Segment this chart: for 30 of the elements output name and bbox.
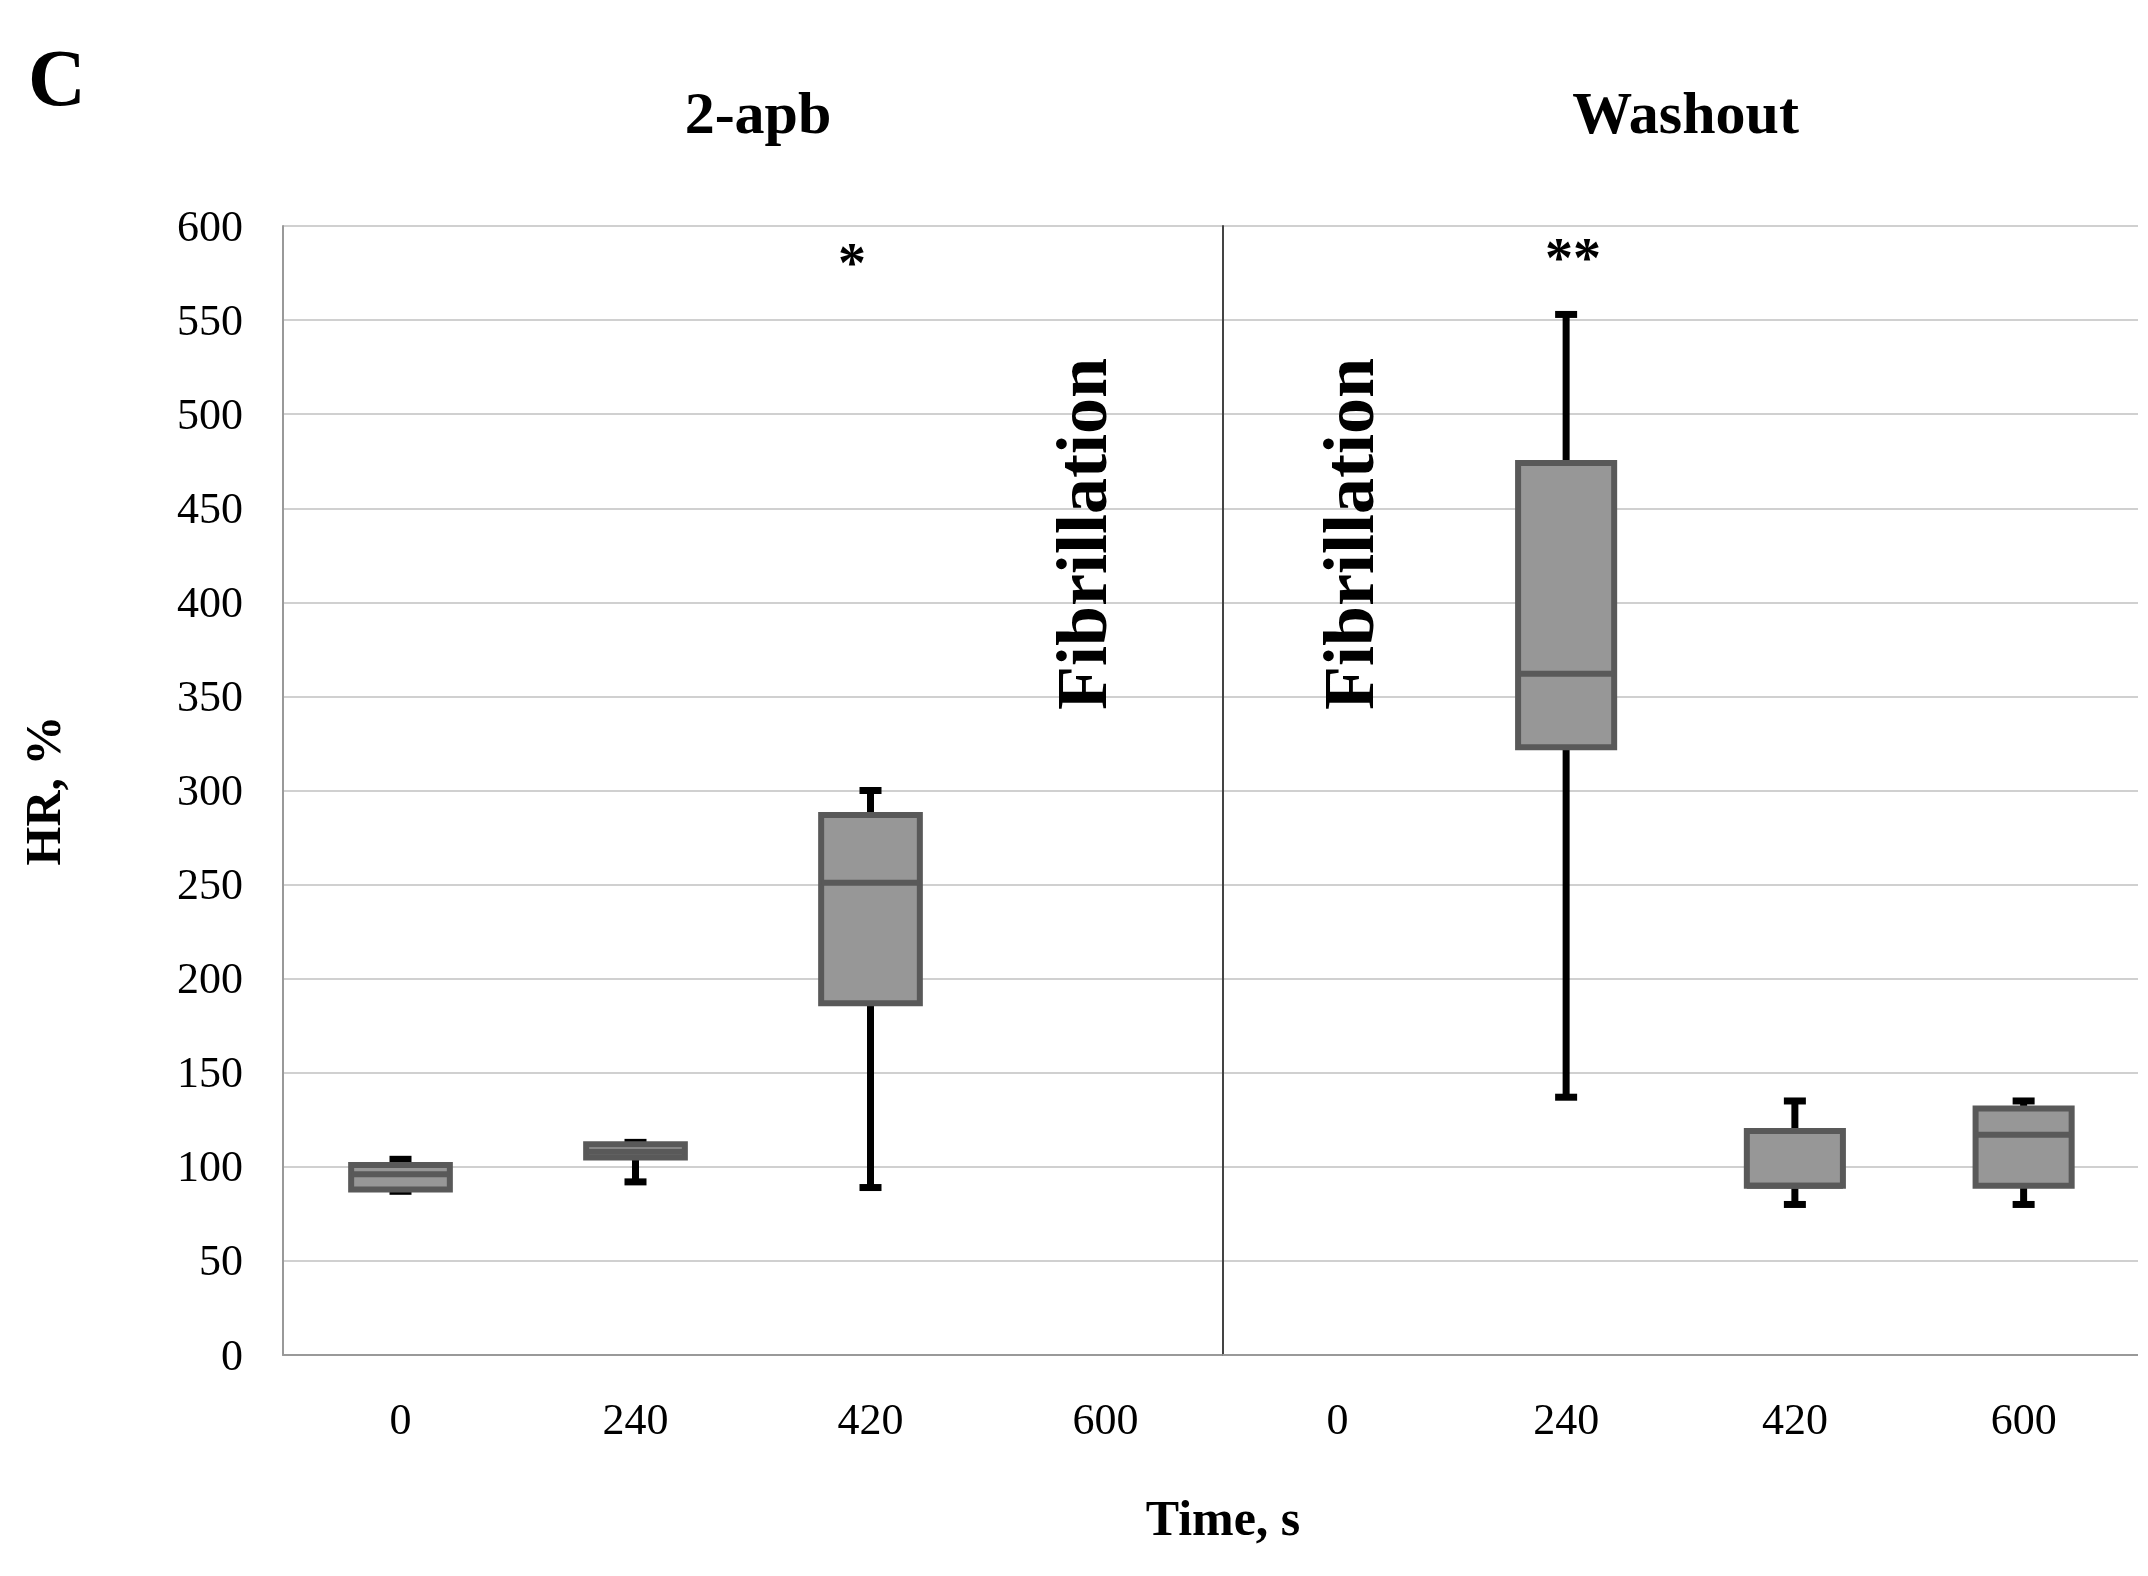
x-tick-label: 420 xyxy=(1761,1394,1828,1444)
y-tick-label: 100 xyxy=(177,1142,243,1192)
x-tick-label: 420 xyxy=(837,1394,904,1444)
y-tick-label: 0 xyxy=(221,1330,243,1380)
chart-title: 2-apb xyxy=(684,80,832,146)
y-tick-label: 150 xyxy=(177,1048,243,1098)
x-tick-label: 600 xyxy=(1990,1394,2057,1444)
y-tick-label: 400 xyxy=(177,577,243,627)
x-tick-label: 0 xyxy=(389,1394,412,1444)
y-tick-label: 300 xyxy=(177,766,243,815)
y-tick-label: 450 xyxy=(177,483,243,533)
y-tick-label: 350 xyxy=(177,671,243,721)
x-axis-title: Time, s xyxy=(1145,1490,1301,1546)
y-tick-label: 600 xyxy=(177,201,243,251)
text: C xyxy=(28,34,86,122)
x-tick-label: 0 xyxy=(1326,1394,1349,1444)
x-tick-label: 240 xyxy=(1533,1394,1600,1444)
y-tick-label: 200 xyxy=(177,954,243,1004)
annotation: Fibrillation xyxy=(1042,357,1122,711)
y-axis-title: HR, % xyxy=(15,715,71,866)
annotation: ** xyxy=(1545,227,1601,289)
annotation: Fibrillation xyxy=(1309,357,1389,711)
chart-title: Washout xyxy=(1572,80,1799,146)
y-tick-label: 550 xyxy=(177,295,243,345)
y-tick-label: 50 xyxy=(199,1236,243,1286)
annotation: * xyxy=(838,232,866,294)
y-tick-label: 500 xyxy=(177,389,243,439)
x-tick-label: 240 xyxy=(602,1394,669,1444)
y-tick-label: 250 xyxy=(177,860,243,910)
x-tick-label: 600 xyxy=(1072,1394,1139,1444)
